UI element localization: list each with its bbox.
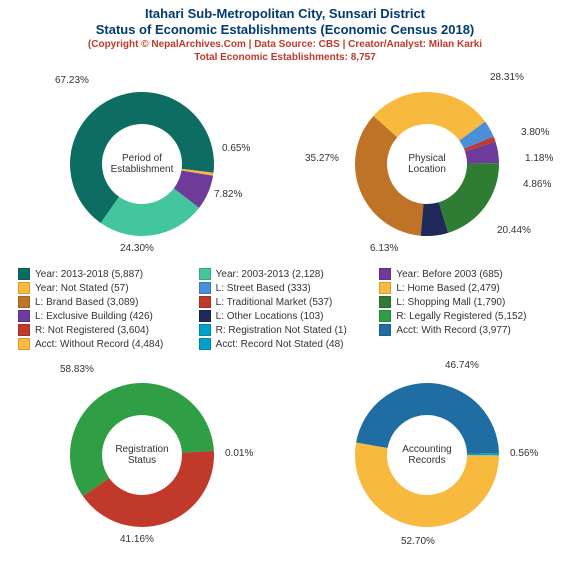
legend-item: Acct: With Record (3,977) [379, 324, 552, 336]
legend-item: L: Traditional Market (537) [199, 296, 372, 308]
legend-text: L: Exclusive Building (426) [35, 311, 153, 322]
slice-label: 7.82% [214, 189, 242, 200]
legend-item: L: Brand Based (3,089) [18, 296, 191, 308]
legend-text: L: Home Based (2,479) [396, 283, 499, 294]
slice-label: 0.56% [510, 448, 538, 459]
legend-item: Acct: Record Not Stated (48) [199, 338, 372, 350]
center-label-accounting: AccountingRecords [387, 444, 467, 466]
legend-text: R: Not Registered (3,604) [35, 325, 149, 336]
legend-text: R: Legally Registered (5,152) [396, 311, 526, 322]
legend-swatch [18, 282, 30, 294]
legend-text: L: Shopping Mall (1,790) [396, 297, 505, 308]
legend-item: R: Registration Not Stated (1) [199, 324, 372, 336]
legend-swatch [379, 296, 391, 308]
legend-item: L: Home Based (2,479) [379, 282, 552, 294]
title-line-2: Status of Economic Establishments (Econo… [0, 22, 570, 38]
legend-text: L: Street Based (333) [216, 283, 311, 294]
legend-swatch [379, 282, 391, 294]
legend-text: L: Brand Based (3,089) [35, 297, 138, 308]
legend-item: L: Exclusive Building (426) [18, 310, 191, 322]
legend-text: Acct: Without Record (4,484) [35, 339, 163, 350]
legend-swatch [18, 324, 30, 336]
chart-accounting: 46.74% 0.56% 52.70% AccountingRecords [285, 358, 570, 553]
legend-swatch [18, 338, 30, 350]
slice-label: 4.86% [523, 179, 551, 190]
legend-item: Acct: Without Record (4,484) [18, 338, 191, 350]
legend-swatch [379, 268, 391, 280]
legend-swatch [199, 324, 211, 336]
slice-label: 20.44% [497, 225, 531, 236]
legend-text: R: Registration Not Stated (1) [216, 325, 347, 336]
legend-swatch [199, 282, 211, 294]
legend-swatch [18, 268, 30, 280]
slice-label: 28.31% [490, 72, 524, 83]
slice-label: 6.13% [370, 243, 398, 254]
legend-text: Year: Before 2003 (685) [396, 269, 502, 280]
chart-location: 35.27% 28.31% 3.80% 1.18% 4.86% 20.44% 6.13% P… [285, 67, 570, 262]
slice-label: 0.01% [225, 448, 253, 459]
slice-label: 67.23% [55, 75, 89, 86]
slice-label: 41.16% [120, 534, 154, 545]
charts-row-top: 67.23% 0.65% 7.82% 24.30% Period ofEstablis… [0, 67, 570, 262]
legend-item: Year: Before 2003 (685) [379, 268, 552, 280]
legend-text: L: Other Locations (103) [216, 311, 324, 322]
slice-label: 0.65% [222, 143, 250, 154]
legend-text: Acct: Record Not Stated (48) [216, 339, 344, 350]
legend-item: Year: 2013-2018 (5,887) [18, 268, 191, 280]
slice-label: 58.83% [60, 364, 94, 375]
center-label-location: PhysicalLocation [387, 153, 467, 175]
legend-text: L: Traditional Market (537) [216, 297, 333, 308]
legend-item: R: Legally Registered (5,152) [379, 310, 552, 322]
legend-swatch [199, 296, 211, 308]
legend-swatch [379, 310, 391, 322]
legend-swatch [379, 324, 391, 336]
center-label-registration: RegistrationStatus [102, 444, 182, 466]
legend-item: Year: Not Stated (57) [18, 282, 191, 294]
legend-text: Year: 2013-2018 (5,887) [35, 269, 143, 280]
legend-text: Year: 2003-2013 (2,128) [216, 269, 324, 280]
chart-registration: 58.83% 0.01% 41.16% RegistrationStatus [0, 358, 285, 553]
legend-swatch [199, 338, 211, 350]
legend-swatch [18, 296, 30, 308]
legend-item: Year: 2003-2013 (2,128) [199, 268, 372, 280]
legend-text: Acct: With Record (3,977) [396, 325, 510, 336]
legend-text: Year: Not Stated (57) [35, 283, 129, 294]
legend-item: L: Street Based (333) [199, 282, 372, 294]
title-line-1: Itahari Sub-Metropolitan City, Sunsari D… [0, 6, 570, 22]
slice-label: 1.18% [525, 153, 553, 164]
legend-item: L: Other Locations (103) [199, 310, 372, 322]
legend-swatch [199, 268, 211, 280]
chart-period: 67.23% 0.65% 7.82% 24.30% Period ofEstablis… [0, 67, 285, 262]
slice-label: 46.74% [445, 360, 479, 371]
legend: Year: 2013-2018 (5,887) Year: 2003-2013 (… [0, 262, 570, 354]
donut-slice [355, 116, 424, 236]
title-block: Itahari Sub-Metropolitan City, Sunsari D… [0, 0, 570, 63]
legend-item: L: Shopping Mall (1,790) [379, 296, 552, 308]
legend-item: R: Not Registered (3,604) [18, 324, 191, 336]
slice-label: 24.30% [120, 243, 154, 254]
slice-label: 35.27% [305, 153, 339, 164]
legend-swatch [199, 310, 211, 322]
slice-label: 3.80% [521, 127, 549, 138]
subtitle-line-2: Total Economic Establishments: 8,757 [0, 52, 570, 63]
subtitle-line-1: (Copyright © NepalArchives.Com | Data So… [0, 39, 570, 50]
center-label-period: Period ofEstablishment [102, 153, 182, 175]
slice-label: 52.70% [401, 536, 435, 547]
legend-swatch [18, 310, 30, 322]
charts-row-bottom: 58.83% 0.01% 41.16% RegistrationStatus 46.… [0, 358, 570, 553]
